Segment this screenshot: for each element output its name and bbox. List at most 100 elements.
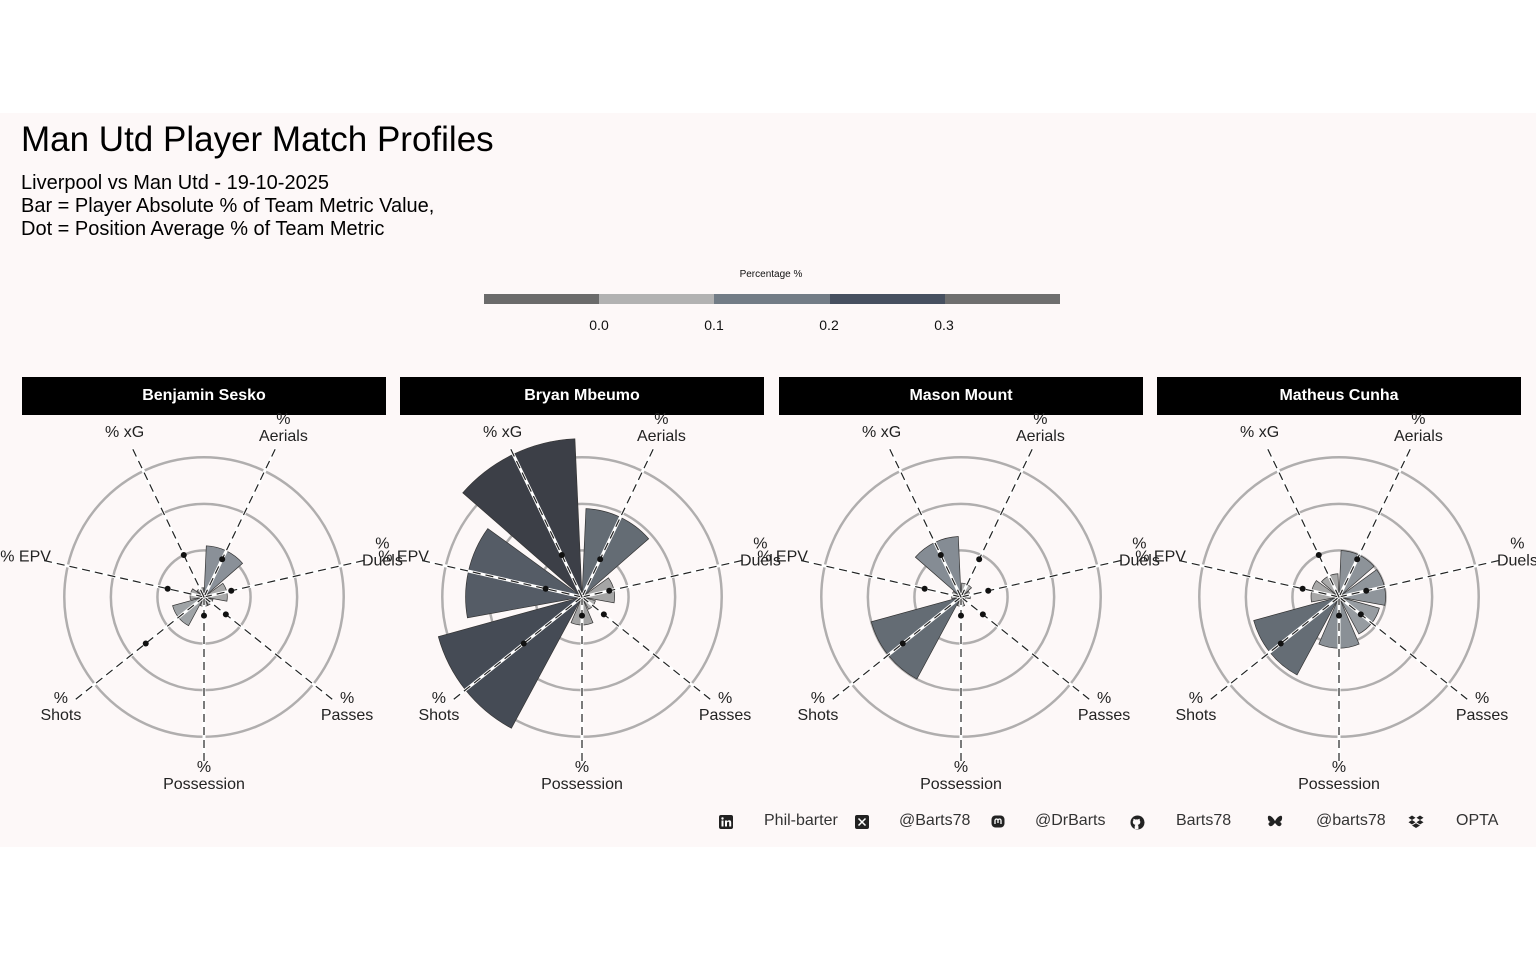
axis-label: Duels xyxy=(1497,552,1536,569)
linkedin-icon[interactable] xyxy=(718,814,734,830)
polar-bar xyxy=(437,596,583,729)
footer-label: @Barts78 xyxy=(899,812,971,829)
axis-label: % xyxy=(954,759,968,776)
position-avg-dot xyxy=(600,611,607,618)
footer-label: @DrBarts xyxy=(1035,812,1106,829)
position-avg-dot xyxy=(219,556,226,563)
bluesky-icon[interactable] xyxy=(1267,814,1283,830)
position-avg-dot xyxy=(542,585,549,592)
axis-label: Passes xyxy=(1078,707,1130,724)
footer-label: Phil-barter xyxy=(764,812,838,829)
axis-label: Passes xyxy=(321,707,373,724)
axis-label: % xyxy=(654,411,668,428)
legend-color-segment xyxy=(484,294,600,304)
axis-label: % EPV xyxy=(378,548,429,565)
axis-label: Passes xyxy=(699,707,751,724)
subtitle-line-2: Bar = Player Absolute % of Team Metric V… xyxy=(21,195,435,217)
legend-color-segment xyxy=(829,294,946,304)
axis-label: % xyxy=(1097,690,1111,707)
spoke-line xyxy=(43,559,205,598)
spoke-line xyxy=(203,448,277,598)
legend-tick-label: 0.3 xyxy=(934,317,954,333)
axis-label: % xyxy=(197,759,211,776)
axis-label: Duels xyxy=(362,552,403,569)
position-avg-dot xyxy=(228,587,235,594)
legend-tick-label: 0.2 xyxy=(819,317,839,333)
axis-label: % xyxy=(432,690,446,707)
position-avg-dot xyxy=(201,612,207,619)
legend-colorbar xyxy=(484,294,1061,304)
subtitle-line-1: Liverpool vs Man Utd - 19-10-2025 xyxy=(21,172,329,194)
position-avg-dot xyxy=(979,611,986,618)
axis-label: % xyxy=(54,690,68,707)
axis-label: Possession xyxy=(163,776,245,793)
position-avg-dot xyxy=(985,587,992,594)
position-avg-dot xyxy=(958,612,964,619)
position-avg-dot xyxy=(606,587,613,594)
axis-label: % EPV xyxy=(1135,548,1186,565)
footer-label: @barts78 xyxy=(1316,812,1386,829)
axis-label: Aerials xyxy=(1394,428,1443,445)
dropbox-icon[interactable] xyxy=(1408,814,1424,830)
spoke-line xyxy=(888,448,962,598)
footer-credits: Phil-barter @Barts78 @DrBarts Barts78 @b… xyxy=(0,810,1536,834)
spoke-line xyxy=(421,559,583,598)
position-avg-dot xyxy=(579,612,585,619)
axis-label: % xyxy=(276,411,290,428)
axis-label: Shots xyxy=(418,707,459,724)
position-avg-dot xyxy=(597,556,604,563)
spoke-line xyxy=(1266,448,1340,598)
spoke-line xyxy=(1178,559,1340,598)
legend-tick-label: 0.0 xyxy=(589,317,609,333)
spoke-line xyxy=(131,448,205,598)
legend-title: Percentage % xyxy=(739,269,803,280)
position-avg-dot xyxy=(1315,552,1322,559)
spoke-line xyxy=(1209,596,1340,701)
axis-label: % EPV xyxy=(757,548,808,565)
position-avg-dot xyxy=(1299,585,1306,592)
spoke-line xyxy=(960,448,1034,598)
axis-label: % xyxy=(718,690,732,707)
facet-strip-player-2: Bryan Mbeumo xyxy=(400,377,764,415)
position-avg-dot xyxy=(1336,612,1342,619)
subtitle-line-3: Dot = Position Average % of Team Metric xyxy=(21,218,385,240)
axis-label: % xyxy=(1132,535,1146,552)
axis-label: Passes xyxy=(1456,707,1508,724)
axis-label: % xyxy=(1510,535,1524,552)
axis-label: Aerials xyxy=(1016,428,1065,445)
axis-label: % xyxy=(1033,411,1047,428)
github-icon[interactable] xyxy=(1129,814,1145,830)
axis-label: Possession xyxy=(1298,776,1380,793)
axis-label: Duels xyxy=(740,552,781,569)
axis-label: % xG xyxy=(1240,424,1279,441)
facet-strip-player-4: Matheus Cunha xyxy=(1157,377,1521,415)
page-title: Man Utd Player Match Profiles xyxy=(21,120,494,159)
spoke-line xyxy=(509,448,583,598)
legend-color-segment xyxy=(944,294,1061,304)
axis-label: % xyxy=(811,690,825,707)
position-avg-dot xyxy=(180,552,187,559)
axis-label: % xG xyxy=(105,424,144,441)
axis-label: Possession xyxy=(920,776,1002,793)
spoke-line xyxy=(831,596,962,701)
axis-label: % xG xyxy=(483,424,522,441)
x-icon[interactable] xyxy=(854,814,870,830)
axis-label: % xyxy=(1189,690,1203,707)
axis-label: Possession xyxy=(541,776,623,793)
position-avg-dot xyxy=(558,552,565,559)
position-avg-dot xyxy=(976,556,983,563)
footer-label: OPTA xyxy=(1456,812,1499,829)
legend-tick-label: 0.1 xyxy=(704,317,724,333)
axis-label: % xyxy=(375,535,389,552)
position-avg-dot xyxy=(937,552,944,559)
mastodon-icon[interactable] xyxy=(990,814,1006,830)
position-avg-dot xyxy=(142,640,149,647)
axis-label: Shots xyxy=(1175,707,1216,724)
facet-strip-player-1: Benjamin Sesko xyxy=(22,377,386,415)
position-avg-dot xyxy=(222,611,229,618)
position-avg-dot xyxy=(520,640,527,647)
axis-label: % xyxy=(340,690,354,707)
position-avg-dot xyxy=(1357,611,1364,618)
axis-label: Shots xyxy=(797,707,838,724)
